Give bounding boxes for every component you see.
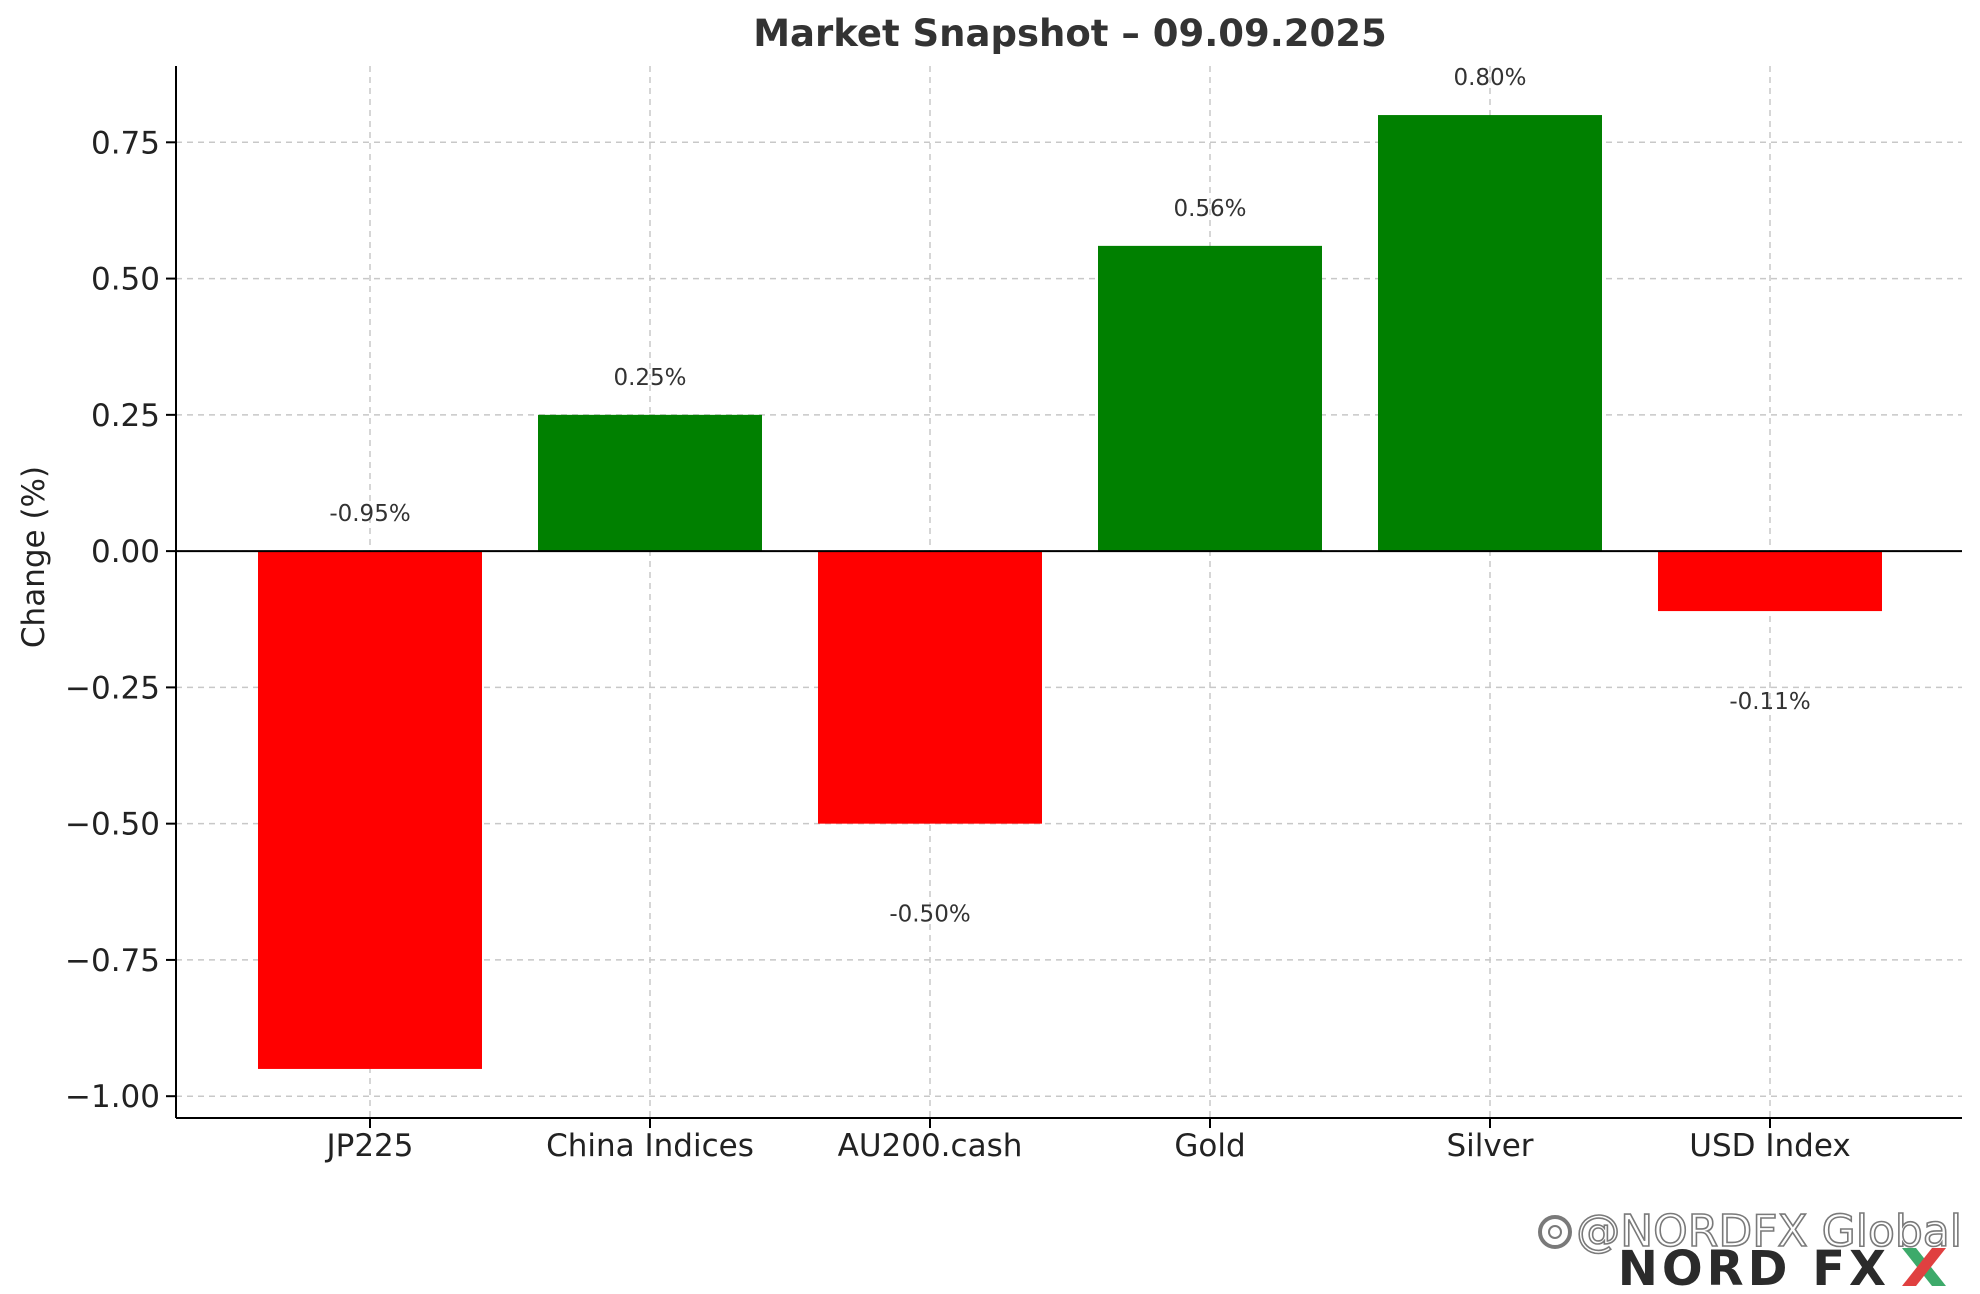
chart-title: Market Snapshot – 09.09.2025 <box>753 12 1387 55</box>
bar-china-indices <box>538 414 762 552</box>
x-tick-label: Gold <box>1174 1128 1245 1164</box>
bar-silver <box>1378 115 1602 552</box>
y-axis: −1.00 −0.75 −0.50 −0.25 0.00 0.25 0.50 0.75 <box>65 66 177 1118</box>
social-app-icon <box>1538 1215 1572 1249</box>
y-tick-label: −0.75 <box>65 943 160 979</box>
y-tick-label: −0.50 <box>65 807 160 843</box>
data-label: 0.80% <box>1453 65 1526 91</box>
y-tick-label: 0.25 <box>91 398 160 434</box>
x-tick-label: Silver <box>1446 1128 1533 1164</box>
bar-au200-cash <box>818 551 1042 824</box>
data-label: 0.25% <box>613 365 686 391</box>
bar-gold <box>1098 245 1322 552</box>
watermark-handle: @NORDFX Global <box>1576 1206 1962 1257</box>
brand-x-icon <box>1902 1248 1946 1286</box>
y-tick-label: 0.75 <box>91 125 160 161</box>
x-tick-label: USD Index <box>1689 1128 1850 1164</box>
x-tick-label: AU200.cash <box>838 1128 1023 1164</box>
x-tick-label: China Indices <box>546 1128 754 1164</box>
y-tick-label: 0.50 <box>91 262 160 298</box>
y-tick-label: 0.00 <box>91 534 160 570</box>
x-tick-label: JP225 <box>324 1128 413 1164</box>
y-axis-label: Change (%) <box>16 466 52 648</box>
data-labels: -0.95% 0.25% -0.50% 0.56% 0.80% -0.11% <box>329 65 1810 928</box>
watermark-brand: NORD FX <box>1618 1241 1890 1294</box>
x-axis: JP225 China Indices AU200.cash Gold Silver US… <box>176 1117 1962 1164</box>
bar-usd-index <box>1658 551 1882 612</box>
y-tick-label: −0.25 <box>65 670 160 706</box>
data-label: 0.56% <box>1173 196 1246 222</box>
data-label: -0.11% <box>1729 689 1810 715</box>
data-label: -0.50% <box>889 902 970 928</box>
bars <box>258 115 1882 1069</box>
y-tick-label: −1.00 <box>65 1079 160 1115</box>
bar-jp225 <box>258 551 482 1069</box>
data-label: -0.95% <box>329 501 410 527</box>
watermark: @NORDFX Global NORD FX <box>1538 1205 1963 1294</box>
